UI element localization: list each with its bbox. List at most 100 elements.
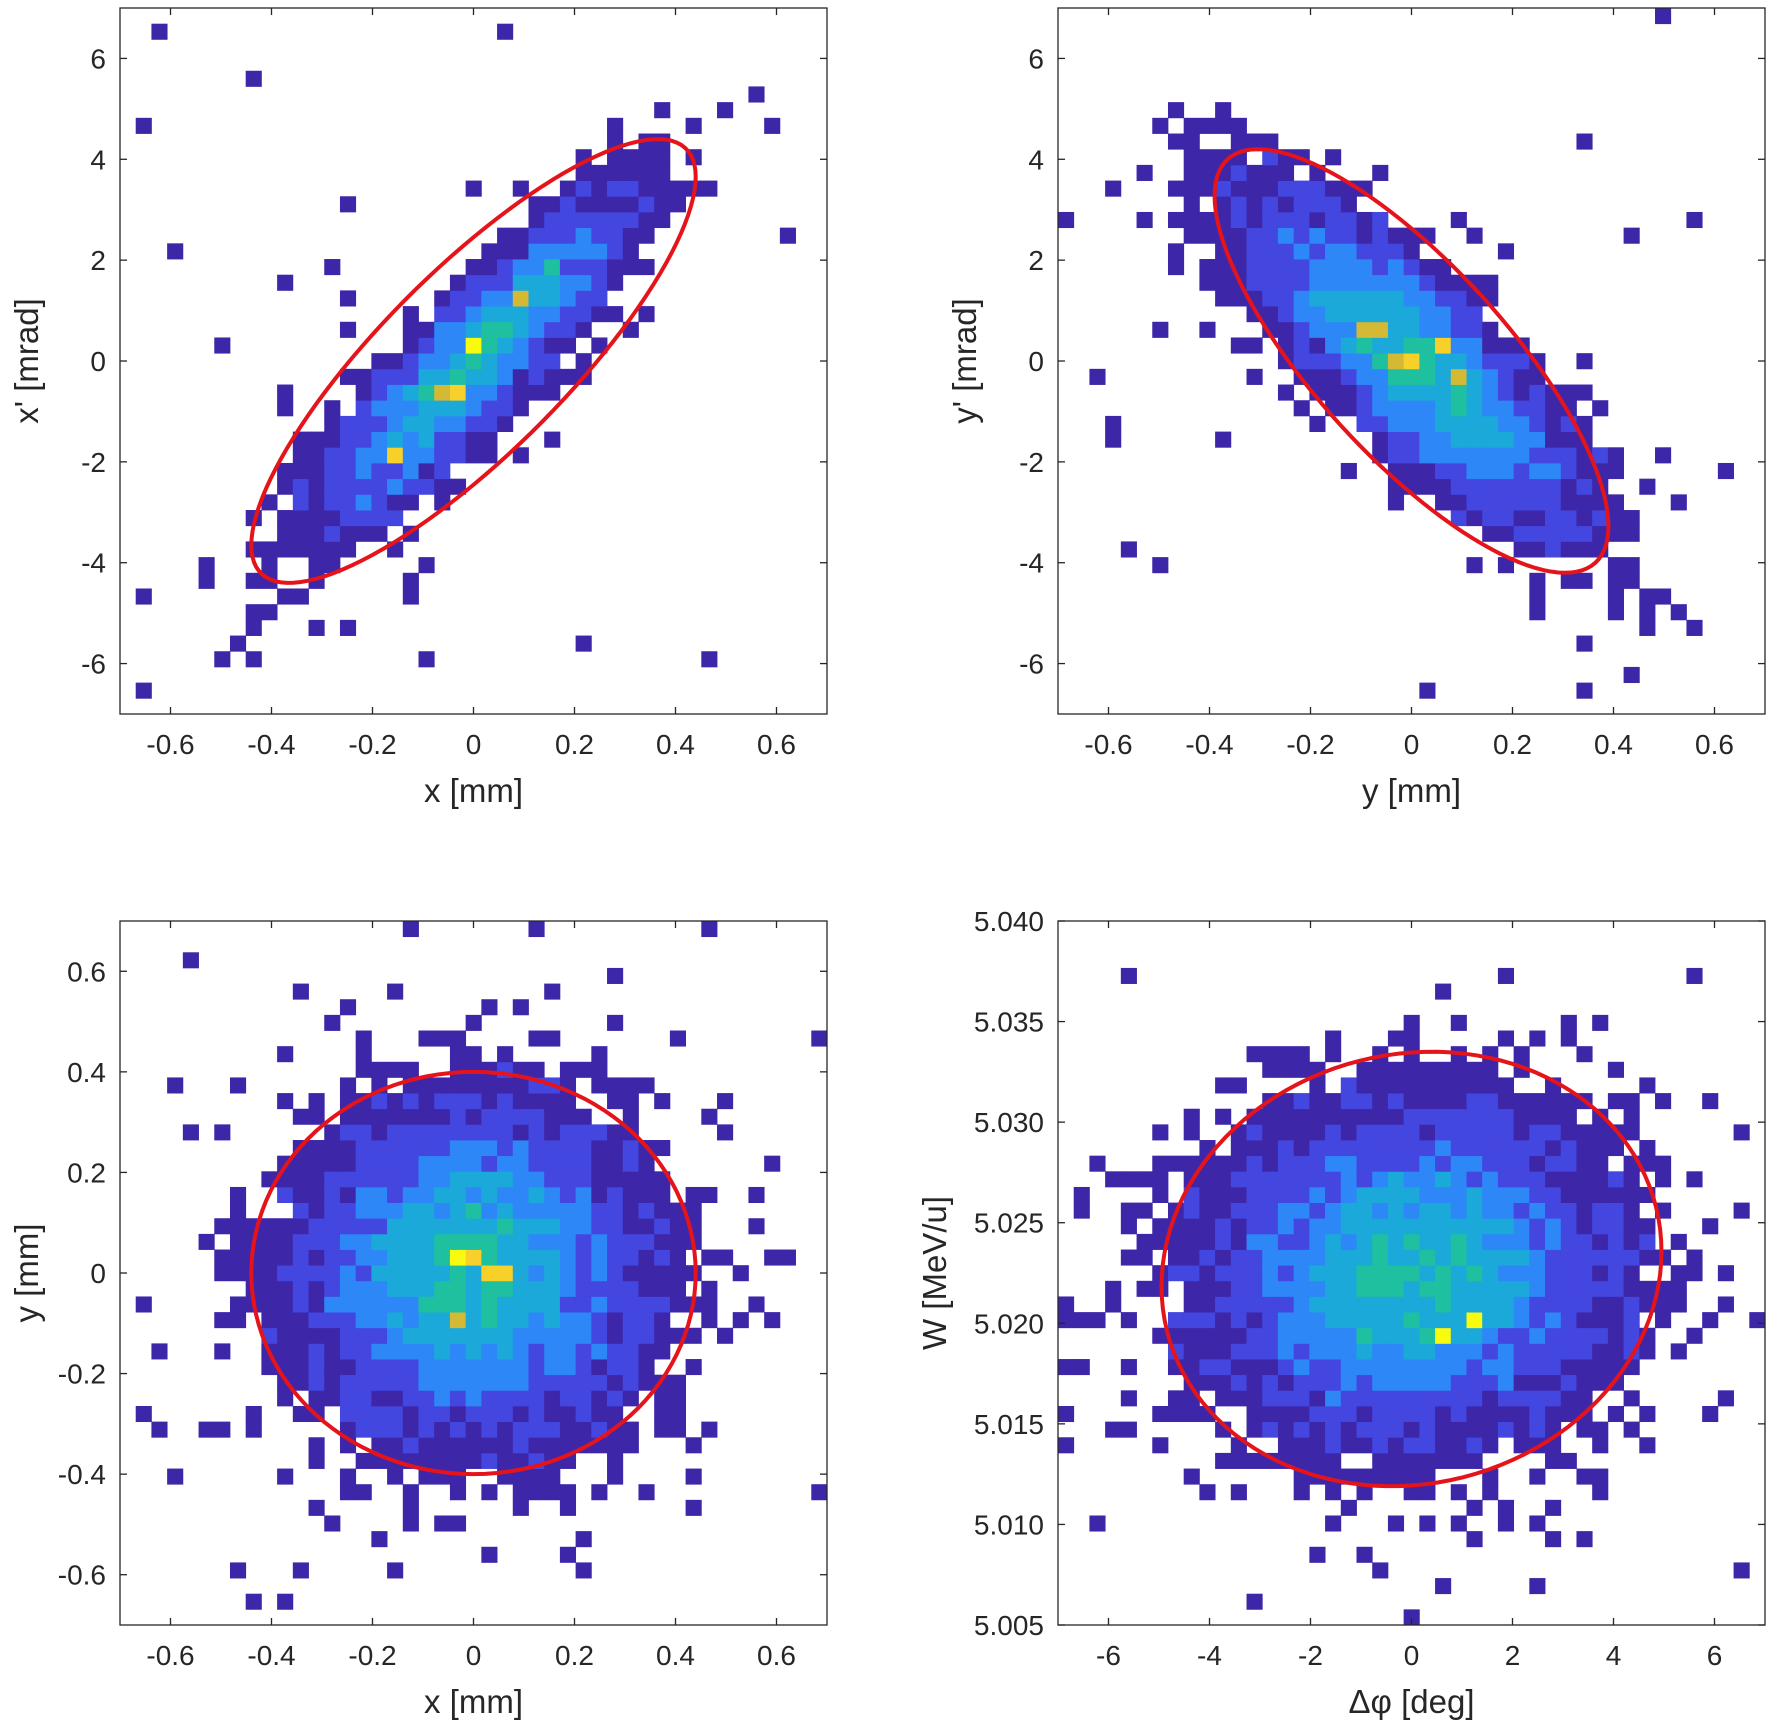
histogram-cell <box>1607 1296 1624 1313</box>
histogram-cell <box>512 243 529 260</box>
histogram-cell <box>1655 1093 1672 1110</box>
histogram-cell <box>1450 1327 1467 1344</box>
histogram-cell <box>308 1186 325 1203</box>
histogram-cell <box>292 478 309 495</box>
histogram-cell <box>544 1374 561 1391</box>
histogram-cell <box>1309 1093 1326 1110</box>
histogram-cell <box>1513 1280 1530 1297</box>
histogram-cell <box>1545 1327 1562 1344</box>
histogram-cell <box>1356 1233 1373 1250</box>
histogram-cell <box>214 1249 231 1266</box>
histogram-cell <box>1560 1359 1577 1376</box>
panel-xy: -0.6 -0.4 -0.2 0 0.2 0.4 0.6-0.6-0.4-0.200.20.… <box>8 920 828 1720</box>
histogram-cell <box>1246 1421 1263 1438</box>
histogram-cell <box>1372 400 1389 417</box>
histogram-cell <box>339 1296 357 1313</box>
histogram-cell <box>654 1140 671 1157</box>
histogram-cell <box>1419 1218 1436 1235</box>
histogram-cell <box>1340 1077 1357 1094</box>
histogram-cell <box>591 1343 608 1360</box>
histogram-cell <box>1466 337 1483 354</box>
histogram-cell <box>1482 1484 1499 1501</box>
histogram-cell <box>324 431 341 448</box>
histogram-cell <box>638 1186 655 1203</box>
histogram-cell <box>387 1140 404 1157</box>
histogram-cell <box>591 306 608 323</box>
histogram-cell <box>1356 243 1373 260</box>
histogram-cell <box>1403 1405 1420 1423</box>
histogram-cell <box>434 1312 451 1329</box>
histogram-cell <box>1513 1233 1530 1250</box>
histogram-cell <box>591 1046 608 1063</box>
histogram-cell <box>1215 1233 1232 1250</box>
histogram-cell <box>1513 1437 1530 1454</box>
histogram-cell <box>292 983 309 1000</box>
y-tick-label: -2 <box>1019 447 1044 478</box>
histogram-cell <box>654 1343 671 1360</box>
histogram-cell <box>308 1499 325 1516</box>
histogram-cell <box>1450 306 1467 323</box>
histogram-cell <box>622 149 639 166</box>
histogram-cell <box>654 149 671 166</box>
histogram-cell <box>387 1202 404 1219</box>
histogram-cell <box>1560 1155 1577 1172</box>
histogram-cell <box>497 1452 514 1469</box>
histogram-cell <box>1576 510 1593 527</box>
histogram-cell <box>591 1171 608 1188</box>
histogram-cell <box>1215 1312 1232 1329</box>
histogram-cell <box>1356 1202 1373 1219</box>
histogram-cell <box>1277 1186 1295 1203</box>
histogram-cell <box>669 1265 686 1282</box>
histogram-cell <box>732 1265 749 1282</box>
histogram-cell <box>1356 1140 1373 1157</box>
histogram-cell <box>1419 1327 1436 1344</box>
histogram-cell <box>1183 1312 1200 1329</box>
histogram-cell <box>1639 1218 1656 1235</box>
histogram-cell <box>1513 1046 1530 1063</box>
histogram-cell <box>261 1233 278 1250</box>
histogram-cell <box>701 1421 718 1438</box>
histogram-cell <box>1387 1093 1405 1110</box>
histogram-cell <box>434 1421 451 1438</box>
histogram-cell <box>481 1437 498 1454</box>
histogram-cell <box>1702 1218 1719 1235</box>
histogram-cell <box>1607 1265 1624 1282</box>
histogram-cell <box>1262 133 1279 150</box>
histogram-cell <box>1607 1186 1624 1203</box>
histogram-cell <box>1435 1312 1452 1329</box>
histogram-cell <box>434 1077 451 1094</box>
histogram-cell <box>1435 337 1452 354</box>
histogram-cell <box>669 1218 686 1235</box>
histogram-cell <box>559 1312 577 1329</box>
histogram-cell <box>1277 1374 1295 1391</box>
histogram-cell <box>528 1249 545 1266</box>
histogram-cell <box>214 1124 231 1141</box>
histogram-cell <box>1497 1093 1515 1110</box>
histogram-cell <box>402 1437 419 1454</box>
histogram-cell <box>1497 1296 1515 1313</box>
histogram-cell <box>1466 1296 1483 1313</box>
histogram-cell <box>434 1124 451 1141</box>
histogram-cell <box>1670 494 1687 511</box>
histogram-cell <box>1592 1014 1609 1031</box>
histogram-cell <box>1230 117 1247 134</box>
y-tick-label: -0.4 <box>58 1459 106 1490</box>
histogram-cell <box>387 1405 404 1423</box>
histogram-cell <box>1387 1233 1405 1250</box>
histogram-cell <box>1419 1077 1436 1094</box>
histogram-cell <box>1230 337 1247 354</box>
histogram-cell <box>497 243 514 260</box>
histogram-cell <box>481 384 498 401</box>
histogram-cell <box>465 180 482 197</box>
histogram-cell <box>544 1202 561 1219</box>
histogram-cell <box>1623 510 1640 527</box>
histogram-cell <box>418 557 435 574</box>
histogram-cell <box>1199 227 1216 244</box>
x-tick-label: -0.4 <box>247 1640 295 1671</box>
histogram-cell <box>1215 1218 1232 1235</box>
histogram-cell <box>1262 1296 1279 1313</box>
histogram-cell <box>1403 274 1420 291</box>
histogram-cell <box>638 1343 655 1360</box>
histogram-cell <box>1325 1359 1342 1376</box>
histogram-cell <box>402 1343 419 1360</box>
